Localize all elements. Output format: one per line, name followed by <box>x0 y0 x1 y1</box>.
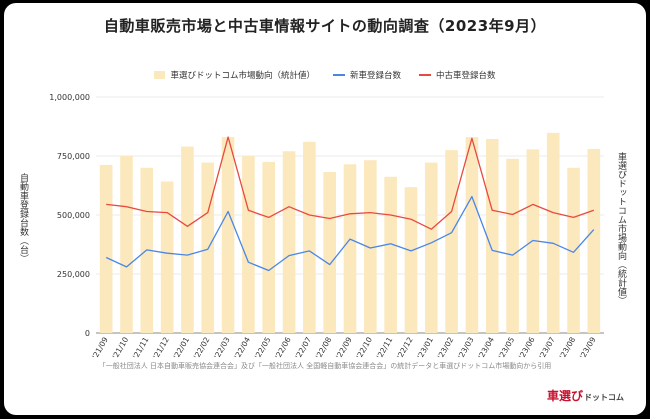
chart-title: 自動車販売市場と中古車情報サイトの動向調査（2023年9月） <box>103 17 547 35</box>
y-tick-label: 250,000 <box>57 270 90 279</box>
x-tick-label: '23/05 <box>497 335 517 360</box>
y-tick-label: 750,000 <box>57 152 90 161</box>
brand-logo: 車選び ドットコム <box>547 387 624 404</box>
x-tick-label: '23/04 <box>476 335 496 360</box>
x-tick-label: '23/08 <box>558 335 578 360</box>
y-axis-label-right: 車選びドットコム市場動向（統計値） <box>616 151 626 305</box>
legend-swatch-used-car <box>419 74 431 76</box>
x-tick-label: '23/02 <box>436 335 456 360</box>
x-tick-label: '22/11 <box>375 335 395 360</box>
legend-label-used-car: 中古車登録台数 <box>436 71 496 81</box>
bar-market <box>465 137 479 333</box>
x-tick-label: '22/07 <box>293 335 313 360</box>
legend-item-market: 車選びドットコム市場動向（統計値） <box>154 69 315 81</box>
x-tick-label: '21/11 <box>131 335 151 360</box>
bar-market <box>424 162 438 333</box>
bar-market <box>485 139 499 333</box>
x-tick-label: '21/09 <box>90 335 110 360</box>
y-tick-label: 1,000,000 <box>49 93 90 102</box>
bar-market <box>445 150 458 333</box>
brand-logo-sub: ドットコム <box>584 393 624 402</box>
y-axis-label-left: 自動車登録台数（台） <box>18 173 28 263</box>
y-tick-label: 0 <box>85 329 90 338</box>
chart-plot: 0250,000500,000750,0001,000,000'21/09'21… <box>49 93 604 361</box>
line-new-car <box>105 195 595 272</box>
legend-item-used-car: 中古車登録台数 <box>419 69 496 81</box>
bar-market <box>262 161 276 333</box>
legend-swatch-new-car <box>332 74 345 76</box>
x-tick-label: '23/07 <box>537 335 557 360</box>
bar-market <box>506 158 519 333</box>
y-tick-label: 500,000 <box>57 211 90 220</box>
bar-market <box>221 137 235 333</box>
x-tick-label: '22/01 <box>172 335 192 360</box>
chart-legend: 車選びドットコム市場動向（統計値） 新車登録台数 中古車登録台数 <box>4 69 646 81</box>
x-tick-label: '22/02 <box>192 335 212 360</box>
bar-market <box>587 148 601 333</box>
bar-market <box>546 132 560 333</box>
bar-market <box>242 156 255 333</box>
bar-market <box>303 141 316 333</box>
bar-market <box>99 164 113 333</box>
x-tick-label: '23/01 <box>415 335 435 360</box>
legend-label-market: 車選びドットコム市場動向（統計値） <box>170 71 315 81</box>
x-tick-label: '21/12 <box>151 335 171 360</box>
bar-market <box>181 146 194 333</box>
bar-market <box>323 172 336 333</box>
bar-market <box>282 151 296 333</box>
x-tick-label: '22/03 <box>212 335 232 360</box>
brand-logo-main: 車選び <box>546 389 583 403</box>
legend-item-new-car: 新車登録台数 <box>332 69 401 81</box>
bar-market <box>364 160 377 333</box>
x-tick-label: '22/12 <box>395 335 415 360</box>
bar-market <box>404 187 418 333</box>
chart-card: 自動車販売市場と中古車情報サイトの動向調査（2023年9月） 車選びドットコム市… <box>4 3 646 415</box>
x-tick-label: '22/06 <box>273 335 293 360</box>
bar-market <box>567 167 580 333</box>
x-tick-label: '23/09 <box>578 335 598 360</box>
bar-market <box>201 162 215 333</box>
line-used-car <box>106 136 595 230</box>
x-tick-label: '22/10 <box>354 335 374 360</box>
x-tick-label: '23/03 <box>456 335 476 360</box>
x-tick-label: '22/09 <box>334 335 354 360</box>
bar-market <box>160 181 174 333</box>
legend-label-new-car: 新車登録台数 <box>349 71 401 81</box>
bar-market <box>120 156 133 333</box>
x-tick-label: '22/08 <box>314 335 334 360</box>
bar-market <box>384 176 397 333</box>
bar-market <box>343 164 357 333</box>
x-tick-label: '21/10 <box>111 335 131 360</box>
chart-footnote: 「一般社団法人 日本自動車販売協会連合会」及び「一般社団法人 全国軽自動車協会連… <box>98 362 552 370</box>
x-tick-label: '22/04 <box>232 335 252 360</box>
legend-swatch-market <box>154 71 166 79</box>
x-tick-label: '23/06 <box>517 335 537 360</box>
x-tick-label: '22/05 <box>253 335 273 360</box>
